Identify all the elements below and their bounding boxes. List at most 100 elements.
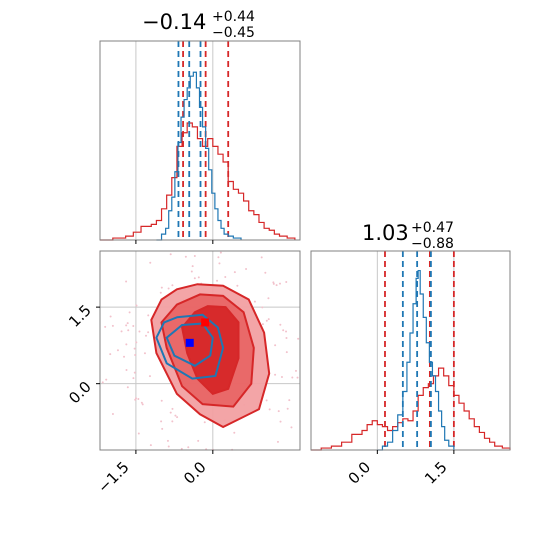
sample-point — [280, 375, 283, 378]
sample-point — [219, 251, 222, 254]
panel3-title-lower: −0.88 — [411, 236, 454, 252]
sample-point — [264, 271, 267, 274]
sample-point — [105, 378, 108, 381]
y-tick-label: 0.0 — [65, 378, 95, 408]
sample-point — [171, 420, 174, 423]
sample-point — [141, 403, 144, 406]
sample-point — [290, 426, 293, 429]
panel3-title-upper: +0.47 — [411, 220, 454, 236]
sample-point — [279, 323, 282, 326]
histogram-series-0 — [100, 122, 296, 241]
sample-point — [191, 265, 194, 268]
sample-point — [166, 439, 169, 442]
x-tick-label: −1.5 — [94, 458, 132, 496]
sample-point — [149, 444, 152, 447]
best-fit-marker-0 — [201, 318, 210, 327]
sample-point — [275, 284, 278, 287]
panel-frame — [310, 250, 511, 451]
sample-point — [169, 411, 172, 414]
sample-point — [137, 398, 140, 401]
sample-point — [285, 336, 288, 339]
sample-point — [160, 420, 163, 423]
y-tick-label: 1.5 — [65, 301, 95, 331]
sample-point — [161, 427, 164, 430]
sample-point — [133, 371, 136, 374]
sample-point — [135, 341, 138, 344]
sample-point — [233, 431, 236, 434]
sample-point — [203, 421, 206, 424]
sample-point — [193, 277, 196, 280]
sample-point — [224, 275, 227, 278]
histogram-series-0 — [311, 367, 511, 451]
sample-point — [159, 291, 162, 294]
sample-point — [261, 323, 264, 326]
sample-point — [285, 280, 288, 283]
sample-point — [123, 355, 126, 358]
sample-point — [268, 408, 271, 411]
sample-point — [109, 315, 112, 318]
sample-point — [109, 353, 112, 356]
panel1-title-lower: −0.45 — [212, 25, 255, 41]
panel1-title: −0.14 — [142, 10, 206, 34]
sample-point — [276, 440, 279, 443]
sample-point — [101, 381, 104, 384]
sample-point — [149, 261, 152, 264]
sample-point — [126, 386, 129, 389]
sample-point — [125, 369, 128, 372]
sample-point — [288, 399, 291, 402]
marginal-histogram-2: 0.0 1.5 — [310, 250, 511, 488]
sample-point — [265, 399, 268, 402]
sample-point — [111, 324, 114, 327]
sample-point — [184, 255, 187, 258]
sample-point — [127, 329, 130, 332]
sample-point — [134, 398, 137, 401]
sample-point — [265, 319, 268, 322]
sample-point — [176, 416, 179, 419]
contour-level-0 — [155, 313, 225, 380]
sample-point — [217, 256, 220, 259]
sample-point — [104, 325, 107, 328]
sample-point — [285, 351, 288, 354]
sample-point — [135, 304, 138, 307]
sample-point — [274, 373, 277, 376]
sample-point — [160, 286, 163, 289]
sample-point — [190, 270, 193, 273]
sample-point — [296, 376, 299, 379]
sample-point — [171, 284, 174, 287]
sample-point — [125, 343, 128, 346]
sample-point — [140, 401, 143, 404]
sample-point — [137, 432, 140, 435]
sample-point — [236, 284, 239, 287]
sample-point — [272, 282, 275, 285]
sample-point — [143, 352, 146, 355]
marginal-histogram-1 — [99, 40, 301, 244]
sample-point — [126, 322, 129, 325]
sample-point — [279, 420, 282, 423]
sample-point — [233, 271, 236, 274]
joint-contour-panel: −1.5 0.0 0.0 1.5 — [65, 250, 301, 497]
histogram-series-1 — [377, 269, 455, 451]
x-tick-label: 0.0 — [345, 458, 375, 488]
panel-frame — [99, 40, 301, 241]
sample-point — [286, 407, 289, 410]
sample-point — [274, 344, 277, 347]
sample-point — [171, 407, 174, 410]
sample-point — [282, 329, 285, 332]
histogram-series-1 — [156, 71, 242, 241]
sample-point — [245, 268, 248, 271]
sample-point — [111, 413, 114, 416]
sample-point — [278, 282, 281, 285]
sample-point — [167, 287, 170, 290]
sample-point — [148, 375, 151, 378]
sample-point — [297, 337, 300, 340]
sample-point — [291, 376, 294, 379]
sample-point — [260, 256, 263, 259]
sample-point — [261, 306, 264, 309]
sample-point — [218, 262, 221, 265]
x-tick-label: 1.5 — [421, 458, 451, 488]
sample-point — [174, 414, 177, 417]
x-tick-label: 0.0 — [180, 458, 210, 488]
sample-point — [147, 331, 150, 334]
